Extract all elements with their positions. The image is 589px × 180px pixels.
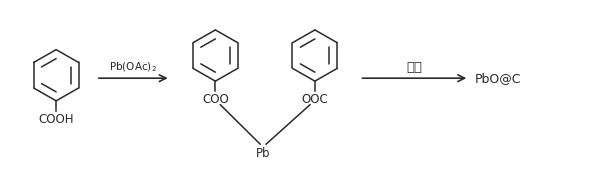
Text: COOH: COOH xyxy=(38,113,74,126)
Text: Pb(OAc)$_2$: Pb(OAc)$_2$ xyxy=(110,61,157,74)
Text: PbO@C: PbO@C xyxy=(475,72,522,85)
Text: COO: COO xyxy=(202,93,229,106)
Text: OOC: OOC xyxy=(302,93,328,106)
Text: 煅烧: 煅烧 xyxy=(406,61,422,74)
Text: Pb: Pb xyxy=(256,147,270,160)
